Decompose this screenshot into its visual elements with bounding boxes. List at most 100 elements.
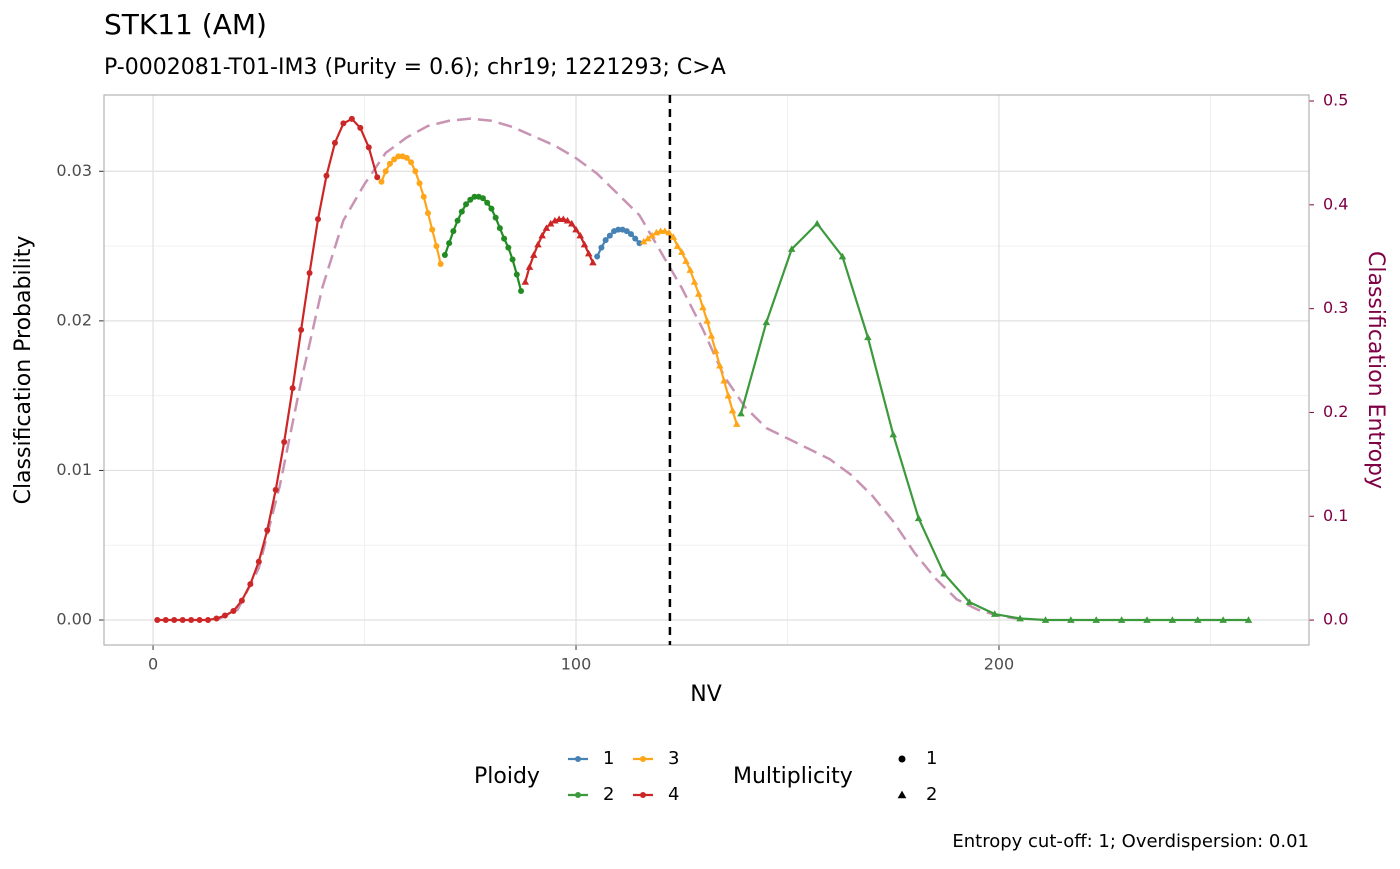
- triangle-point: [1168, 616, 1177, 623]
- legend-label: 1: [926, 748, 937, 769]
- triangle-point: [711, 347, 720, 354]
- legend-label: 2: [926, 784, 937, 805]
- triangle-point: [990, 610, 999, 617]
- point: [281, 439, 288, 446]
- point: [408, 159, 415, 166]
- point: [636, 240, 643, 247]
- triangle-point: [568, 219, 576, 227]
- x-tick-label: 100: [561, 655, 592, 674]
- triangle-point: [707, 332, 716, 339]
- point: [615, 226, 622, 233]
- legend-label: 2: [603, 784, 614, 805]
- triangle-point: [686, 266, 694, 273]
- triangle-point: [542, 224, 551, 231]
- triangle-point: [678, 248, 686, 255]
- triangle-point: [661, 227, 669, 234]
- legend-title: Multiplicity: [733, 764, 853, 789]
- triangle-point: [724, 391, 733, 399]
- point: [898, 755, 906, 763]
- point: [238, 597, 245, 604]
- plot-border: [103, 94, 1310, 646]
- legend-key-point: [640, 756, 646, 762]
- point: [378, 178, 385, 185]
- triangle-point: [1117, 616, 1126, 623]
- triangle-point: [669, 233, 678, 240]
- triangle-point: [644, 234, 652, 242]
- point: [162, 617, 169, 624]
- point: [446, 240, 453, 247]
- point: [315, 216, 322, 223]
- y2-tick-label: 0.3: [1323, 298, 1348, 317]
- legend-label: 1: [603, 748, 614, 769]
- triangle-point: [580, 240, 589, 248]
- x-axis-label: NV: [690, 682, 722, 707]
- point: [188, 617, 195, 624]
- triangle-point: [639, 237, 648, 245]
- point: [467, 196, 474, 203]
- legend-key-point: [575, 756, 581, 762]
- point: [598, 244, 605, 251]
- triangle-point: [576, 231, 584, 239]
- series-line: [443, 195, 523, 292]
- chart-title: STK11 (AM): [104, 8, 267, 41]
- y2-tick-label: 0.1: [1323, 506, 1348, 525]
- triangle-point: [521, 278, 530, 285]
- legend-label: 3: [668, 748, 679, 769]
- triangle-point: [1143, 616, 1151, 623]
- triangle-point: [673, 242, 682, 249]
- point: [154, 617, 161, 624]
- triangle-point: [940, 569, 948, 577]
- triangle-point: [787, 245, 796, 252]
- point: [501, 235, 508, 242]
- legend-title: Ploidy: [474, 764, 540, 789]
- triangle-point: [538, 231, 546, 239]
- triangle-point: [897, 790, 907, 799]
- point: [463, 201, 470, 208]
- y-tick-label: 0.02: [56, 310, 92, 329]
- series-line: [524, 218, 594, 283]
- point: [471, 193, 478, 200]
- triangle-point: [1041, 616, 1050, 623]
- triangle-point: [694, 290, 703, 297]
- triangle-point: [1092, 616, 1101, 623]
- triangle-point: [563, 216, 572, 224]
- point: [272, 486, 279, 493]
- x-tick-label: 200: [984, 655, 1015, 674]
- point: [441, 252, 448, 259]
- point: [606, 232, 613, 239]
- point: [391, 156, 398, 163]
- y-tick-label: 0.01: [56, 460, 92, 479]
- triangle-point: [838, 252, 847, 260]
- triangle-point: [1067, 616, 1075, 623]
- legend-label: 4: [668, 784, 679, 805]
- point: [509, 256, 516, 263]
- triangle-point: [534, 240, 542, 248]
- point: [484, 199, 491, 206]
- point: [213, 615, 220, 622]
- triangle-point: [762, 318, 771, 326]
- point: [505, 244, 512, 251]
- triangle-point: [665, 228, 673, 236]
- y-axis-label: Classification Probability: [11, 236, 36, 505]
- triangle-point: [965, 598, 974, 605]
- triangle-point: [690, 278, 699, 285]
- point: [429, 226, 436, 233]
- triangle-point: [813, 219, 821, 227]
- point: [382, 168, 389, 175]
- triangle-point: [584, 249, 593, 257]
- point: [437, 261, 444, 268]
- point: [424, 210, 431, 217]
- y2-tick-label: 0.0: [1323, 610, 1348, 629]
- point: [171, 617, 178, 624]
- y2-tick-label: 0.5: [1323, 91, 1348, 110]
- triangle-point: [572, 225, 580, 233]
- point: [602, 237, 609, 244]
- point: [496, 225, 503, 232]
- point: [340, 120, 347, 127]
- point: [331, 139, 338, 146]
- point: [594, 253, 601, 260]
- legend-key-point: [575, 792, 581, 798]
- point: [623, 228, 630, 235]
- triangle-point: [720, 376, 728, 384]
- point: [450, 228, 457, 235]
